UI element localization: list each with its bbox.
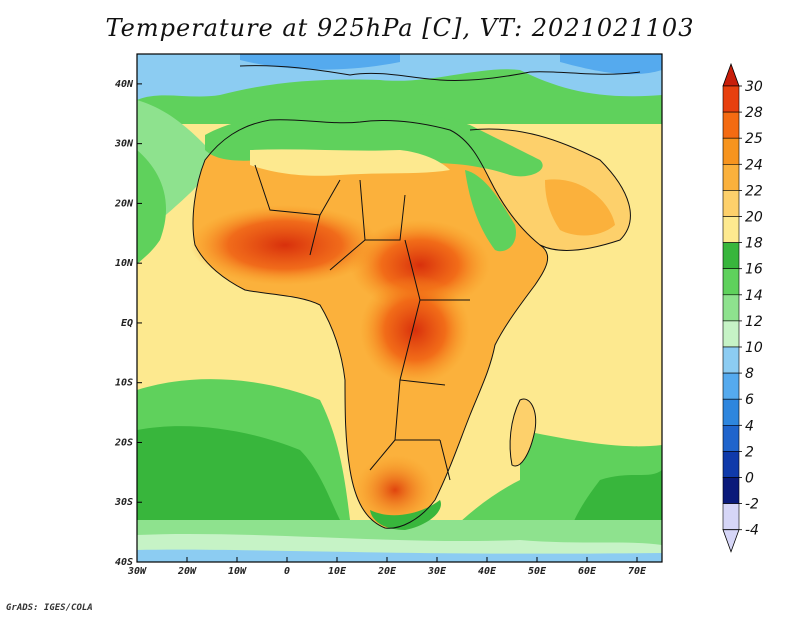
lat-tick-label: 10S	[115, 378, 133, 389]
colorbar-swatch	[722, 85, 740, 113]
coastline-outlines	[192, 65, 641, 529]
colorbar-swatch	[722, 477, 740, 504]
colorbar-top-arrow	[722, 62, 740, 87]
colorbar-swatch	[722, 164, 740, 191]
colorbar-bottom-arrow	[722, 529, 740, 553]
colorbar-swatch	[722, 137, 740, 165]
colorbar-swatch	[722, 190, 740, 217]
lat-tick-label: 40N	[115, 79, 134, 90]
colorbar-swatch	[722, 216, 740, 243]
colorbar-label: 6	[745, 392, 754, 408]
colorbar-label: 8	[745, 366, 754, 382]
colorbar-label: -4	[745, 523, 759, 539]
colorbar-label: 18	[745, 236, 763, 252]
colorbar-swatch	[722, 372, 740, 400]
lon-tick-label: 10W	[228, 566, 247, 577]
colorbar-label: 30	[745, 79, 763, 95]
colorbar-swatch	[722, 503, 740, 531]
lon-tick-label: 10E	[328, 566, 347, 577]
colorbar-swatch	[722, 242, 740, 270]
lon-tick-label: 20E	[377, 566, 397, 577]
colorbar-label: 20	[745, 210, 763, 226]
lon-tick-label: 40E	[478, 566, 497, 577]
grads-credit: GrADS: IGES/COLA	[6, 603, 93, 613]
colorbar-label: 14	[745, 288, 763, 304]
colorbar-label: 24	[745, 157, 763, 173]
colorbar-label: 0	[745, 471, 754, 487]
colorbar-swatch	[722, 320, 740, 348]
colorbar-swatch	[722, 398, 740, 426]
lat-tick-label: 20N	[114, 198, 134, 209]
map-frame	[136, 53, 663, 563]
colorbar-swatch	[722, 424, 740, 452]
colorbar-label: 10	[745, 340, 763, 356]
lon-tick-label: 0	[284, 566, 290, 577]
colorbar-swatch	[722, 451, 740, 478]
colorbar-label: 2	[745, 444, 754, 460]
lat-tick-label: 40S	[115, 557, 133, 568]
colorbar-label: -2	[745, 497, 759, 513]
colorbar-swatch	[722, 346, 740, 374]
colorbar-swatch	[722, 111, 740, 139]
latitude-axis: 40N 30N 20N 10N EQ 10S 20S 30S 40S	[114, 79, 142, 568]
lat-tick-label: EQ	[121, 318, 133, 329]
colorbar-label: 4	[745, 418, 754, 434]
colorbar-label: 12	[745, 314, 763, 330]
lat-tick-label: 30N	[114, 139, 134, 150]
lon-tick-label: 30E	[427, 566, 447, 577]
colorbar-label: 28	[745, 105, 763, 121]
map-plot-area	[137, 54, 662, 562]
lon-tick-label: 70E	[628, 566, 647, 577]
lat-tick-label: 30S	[114, 497, 133, 508]
lon-tick-label: 60E	[578, 566, 597, 577]
colorbar-swatch	[722, 268, 740, 296]
map-title: Temperature at 925hPa [C], VT: 202102110…	[105, 14, 695, 42]
lon-tick-label: 20W	[177, 566, 197, 577]
lat-tick-label: 10N	[115, 258, 134, 269]
lon-tick-label: 30W	[127, 566, 147, 577]
colorbar-label: 25	[745, 131, 763, 147]
longitude-axis: 30W 20W 10W 0 10E 20E 30E 40E 50E 60E 70E	[127, 557, 647, 577]
colorbar-label: 16	[745, 262, 763, 278]
lat-tick-label: 20S	[114, 437, 133, 448]
colorbar-label: 22	[745, 183, 763, 199]
colorbar-swatch	[722, 294, 740, 322]
lon-tick-label: 50E	[528, 566, 547, 577]
